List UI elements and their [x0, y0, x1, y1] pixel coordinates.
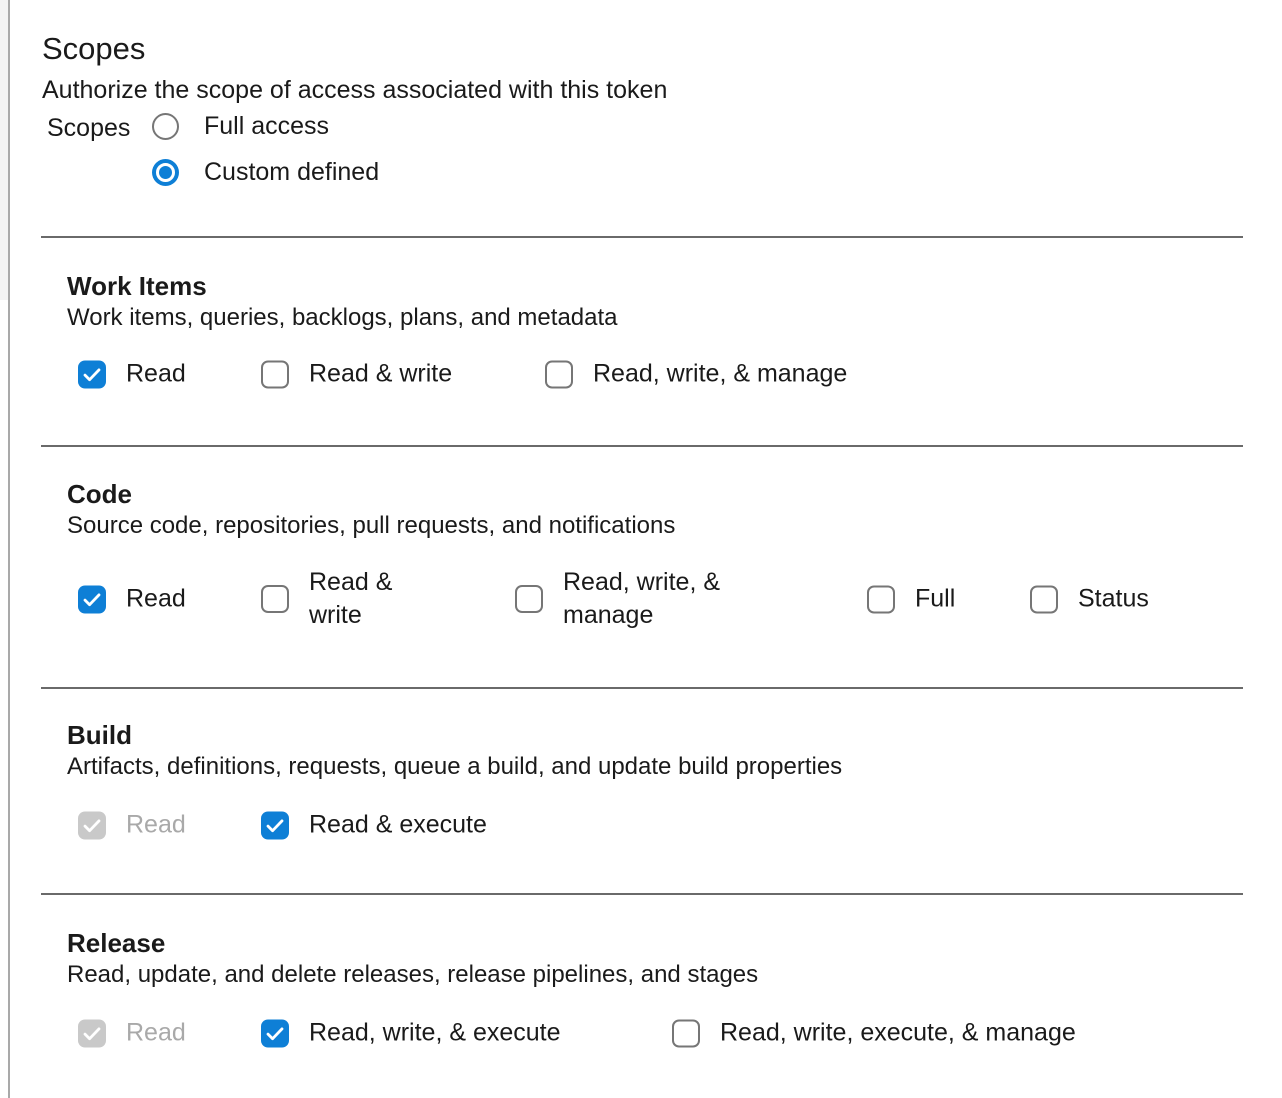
section-description: Source code, repositories, pull requests… [67, 512, 676, 539]
scope-options-row: Read Read & execute [0, 790, 1282, 860]
scope-option: Read [78, 1017, 186, 1050]
checkbox[interactable] [261, 811, 289, 839]
checkbox-label: Read, write, & manage [593, 359, 848, 388]
checkbox[interactable] [672, 1019, 700, 1047]
divider [41, 893, 1243, 895]
checkbox[interactable] [261, 1019, 289, 1047]
checkbox[interactable] [261, 585, 289, 613]
radio-option-custom-defined[interactable]: Custom defined [152, 158, 379, 187]
scope-options-row: Read Read & write Read, write, & manage … [0, 564, 1282, 634]
radio-button-icon[interactable] [152, 159, 179, 186]
radio-label: Full access [204, 112, 330, 140]
divider [41, 236, 1243, 238]
checkbox-label: Read, write, execute, & manage [720, 1018, 1076, 1047]
checkbox-label: Full [915, 584, 956, 613]
scope-options-row: Read Read, write, & execute Read, write,… [0, 998, 1282, 1068]
checkbox-label: Read [126, 359, 186, 388]
scopes-field-label: Scopes [47, 114, 131, 142]
section-description: Read, update, and delete releases, relea… [67, 961, 759, 988]
scope-option[interactable]: Read [78, 358, 186, 391]
checkbox-label: Read [126, 810, 186, 839]
section-description: Work items, queries, backlogs, plans, an… [67, 304, 618, 331]
checkbox[interactable] [545, 360, 573, 388]
checkbox-label: Read & write [309, 359, 453, 388]
page-subtitle: Authorize the scope of access associated… [42, 76, 668, 104]
radio-button-icon[interactable] [152, 113, 179, 140]
section-title: Build [67, 720, 132, 750]
section-description: Artifacts, definitions, requests, queue … [67, 753, 843, 780]
scope-option[interactable]: Status [1030, 583, 1149, 616]
left-gutter [0, 0, 8, 300]
section-title: Work Items [67, 271, 207, 301]
section-title: Release [67, 928, 166, 958]
scope-option[interactable]: Read & write [261, 566, 424, 632]
checkbox[interactable] [261, 360, 289, 388]
checkbox [78, 811, 106, 839]
scope-option[interactable]: Read, write, & manage [545, 358, 847, 391]
checkbox-label: Read, write, & manage [563, 568, 721, 629]
scope-option: Read [78, 809, 186, 842]
radio-option-full-access[interactable]: Full access [152, 112, 329, 141]
page-title: Scopes [42, 31, 146, 66]
checkbox[interactable] [867, 585, 895, 613]
divider [41, 445, 1243, 447]
scope-option[interactable]: Read, write, & execute [261, 1017, 561, 1050]
checkbox[interactable] [515, 585, 543, 613]
checkbox[interactable] [1030, 585, 1058, 613]
scope-option[interactable]: Read & write [261, 358, 452, 391]
scope-option[interactable]: Read, write, execute, & manage [672, 1017, 1076, 1050]
scope-options-row: Read Read & write Read, write, & manage [0, 339, 1282, 409]
scope-option[interactable]: Read [78, 583, 186, 616]
checkbox [78, 1019, 106, 1047]
scope-option[interactable]: Read & execute [261, 809, 487, 842]
checkbox[interactable] [78, 585, 106, 613]
checkbox-label: Read [126, 584, 186, 613]
section-title: Code [67, 479, 132, 509]
scope-option[interactable]: Read, write, & manage [515, 566, 741, 632]
scope-option[interactable]: Full [867, 583, 955, 616]
checkbox-label: Read & execute [309, 810, 487, 839]
checkbox-label: Status [1078, 584, 1149, 613]
checkbox-label: Read, write, & execute [309, 1018, 561, 1047]
checkbox-label: Read & write [309, 568, 393, 629]
checkbox[interactable] [78, 360, 106, 388]
divider [41, 687, 1243, 689]
checkbox-label: Read [126, 1018, 186, 1047]
left-panel-border [8, 0, 10, 1098]
radio-label: Custom defined [204, 158, 380, 186]
